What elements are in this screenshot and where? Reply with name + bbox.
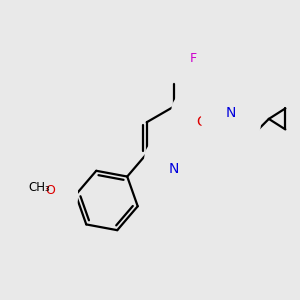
- Text: N: N: [226, 106, 236, 119]
- Text: O: O: [46, 184, 56, 197]
- Text: F: F: [190, 52, 197, 65]
- Text: N: N: [169, 163, 179, 176]
- Text: CH₃: CH₃: [28, 181, 50, 194]
- Text: O: O: [196, 115, 207, 129]
- Text: F: F: [170, 44, 178, 58]
- Text: F: F: [151, 52, 158, 65]
